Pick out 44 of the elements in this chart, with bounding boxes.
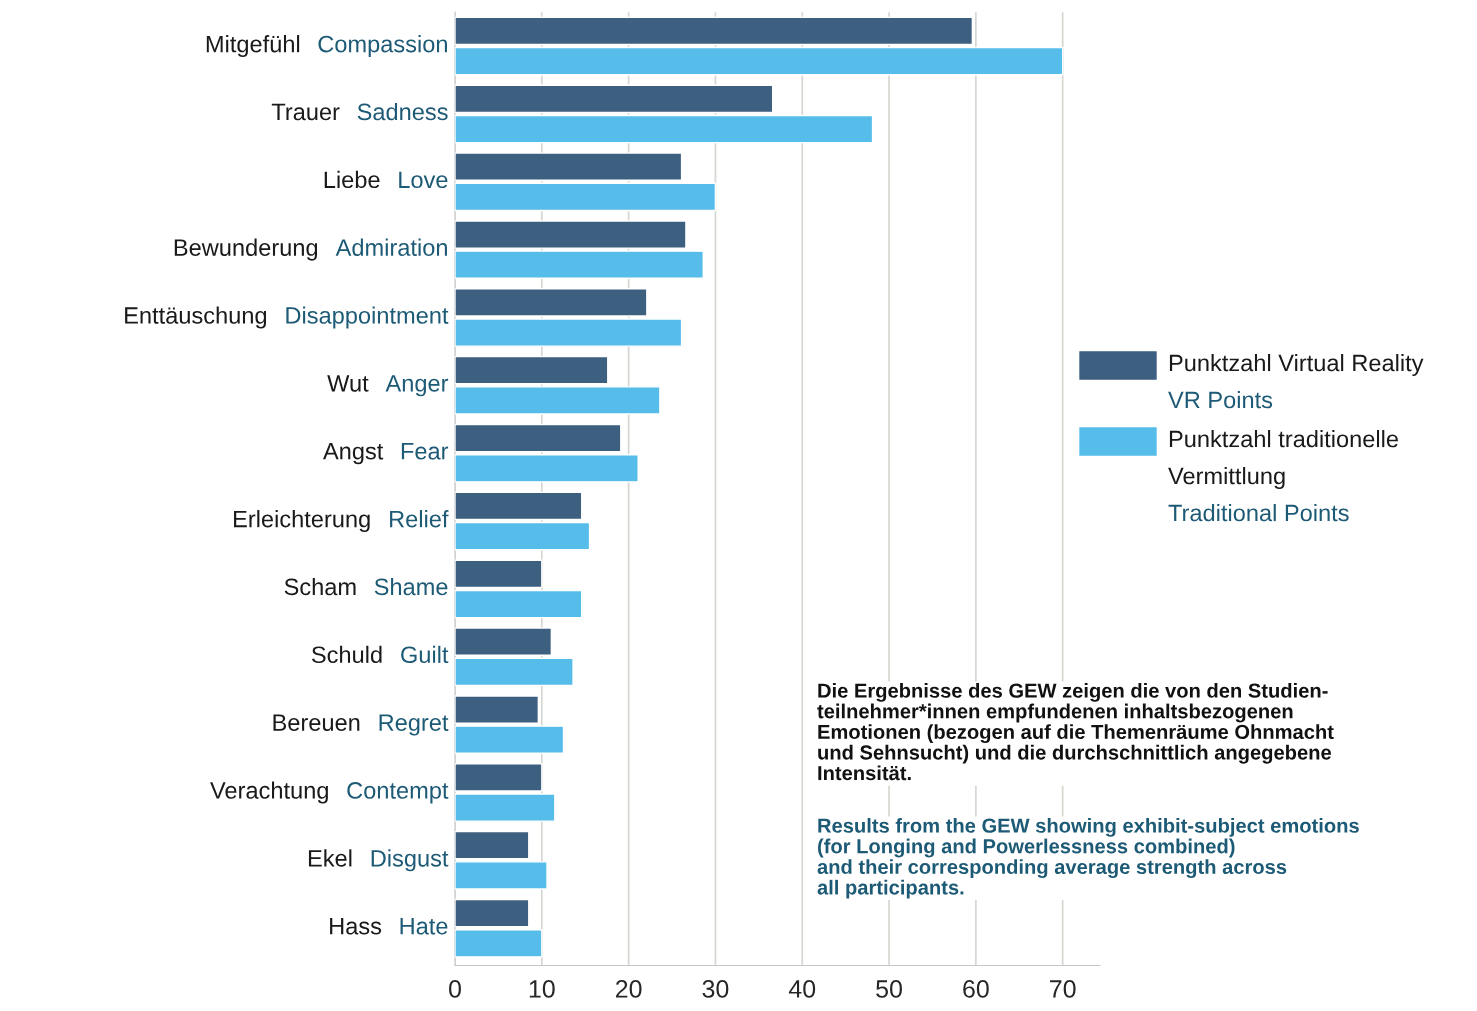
y-tick-label: Angst Fear — [323, 443, 449, 465]
bar — [455, 182, 717, 212]
bar — [455, 454, 639, 483]
bar — [455, 521, 591, 551]
bar — [455, 830, 530, 860]
x-tick-label: 30 — [702, 980, 729, 998]
bar — [455, 657, 574, 687]
y-tick-label: Hass Hate — [330, 918, 448, 935]
y-tick-label: Verachtung Contempt — [210, 781, 449, 804]
x-tick-label: 60 — [963, 980, 989, 998]
y-tick-label: Liebe Love — [324, 170, 448, 189]
x-tick-label: 40 — [788, 980, 816, 998]
y-tick-label: Trauer Sadness — [271, 102, 448, 121]
bar — [455, 898, 530, 928]
bar — [455, 589, 583, 619]
x-tick-label: 0 — [449, 980, 461, 998]
bar — [455, 423, 622, 453]
y-tick-label: Scham Shame — [284, 577, 448, 596]
y-tick-label: Wut Anger — [327, 375, 449, 397]
y-tick-label: Ekel Disgust — [308, 849, 449, 872]
x-tick-label: 70 — [1050, 980, 1076, 998]
x-tick-label: 20 — [615, 980, 642, 998]
legend-label: Punktzahl Virtual Reality VR Points — [1168, 354, 1424, 409]
bar — [455, 114, 874, 144]
annotation: Results from the GEW showing exhibit-subject emotions (for Longing and Powerlessness combined) and their corresponding average strength across all participants. — [817, 818, 1359, 899]
bar — [455, 491, 583, 521]
y-tick-label: Mitgefühl Compassion — [206, 35, 447, 58]
y-tick-label: Bereuen Regret — [273, 714, 449, 736]
bar — [455, 152, 683, 181]
bar — [455, 84, 774, 114]
x-tick-label: 10 — [529, 980, 555, 998]
bar — [455, 46, 1064, 76]
legend-label: Punktzahl traditionelle Vermittlung Traditional Points — [1168, 430, 1398, 522]
x-tick-label: 50 — [876, 980, 902, 998]
bar — [455, 929, 543, 958]
bar — [455, 627, 553, 656]
y-tick-label: Enttäuschung Disappointment — [125, 306, 449, 329]
bar — [455, 16, 974, 46]
bar — [455, 861, 548, 890]
y-tick-label: Erleichterung Relief — [234, 510, 449, 533]
y-tick-label: Schuld Guilt — [311, 645, 449, 664]
y-tick-label: Bewunderung Admiration — [174, 238, 447, 261]
annotation: Die Ergebnisse des GEW zeigen die von den Studien- teilnehmer*innen empfundenen inhaltsbezogenen Emotionen (bezogen auf die Themenräume Ohnmacht und Sehnsucht) und die durchschnittlich angegebene Intensität. — [817, 683, 1334, 781]
bar — [455, 559, 543, 589]
